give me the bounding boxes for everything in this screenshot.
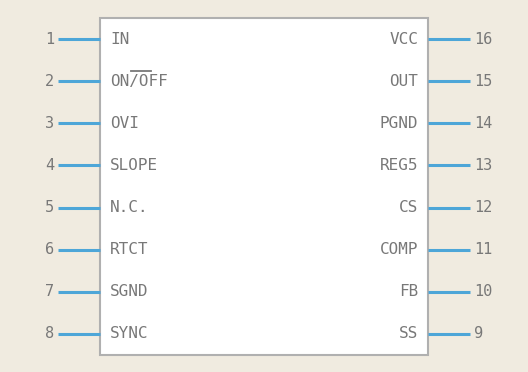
Text: OVI: OVI [110, 116, 139, 131]
Text: 2: 2 [45, 74, 54, 89]
Text: 13: 13 [474, 158, 492, 173]
Text: 9: 9 [474, 327, 483, 341]
Text: 14: 14 [474, 116, 492, 131]
Text: 16: 16 [474, 32, 492, 46]
Text: VCC: VCC [389, 32, 418, 46]
Text: 5: 5 [45, 200, 54, 215]
Text: ON/OFF: ON/OFF [110, 74, 168, 89]
Text: IN: IN [110, 32, 129, 46]
Text: 7: 7 [45, 284, 54, 299]
Text: 15: 15 [474, 74, 492, 89]
Text: 1: 1 [45, 32, 54, 46]
Text: PGND: PGND [380, 116, 418, 131]
Text: 12: 12 [474, 200, 492, 215]
Text: REG5: REG5 [380, 158, 418, 173]
Text: SLOPE: SLOPE [110, 158, 158, 173]
Text: SS: SS [399, 327, 418, 341]
Text: COMP: COMP [380, 242, 418, 257]
Text: CS: CS [399, 200, 418, 215]
Text: 8: 8 [45, 327, 54, 341]
Text: FB: FB [399, 284, 418, 299]
Text: 4: 4 [45, 158, 54, 173]
Text: 10: 10 [474, 284, 492, 299]
Text: RTCT: RTCT [110, 242, 148, 257]
Text: OUT: OUT [389, 74, 418, 89]
Text: N.C.: N.C. [110, 200, 148, 215]
Text: 3: 3 [45, 116, 54, 131]
Text: 6: 6 [45, 242, 54, 257]
Bar [100, 18, 428, 355]
Text: SGND: SGND [110, 284, 148, 299]
Text: SYNC: SYNC [110, 327, 148, 341]
Text: 11: 11 [474, 242, 492, 257]
